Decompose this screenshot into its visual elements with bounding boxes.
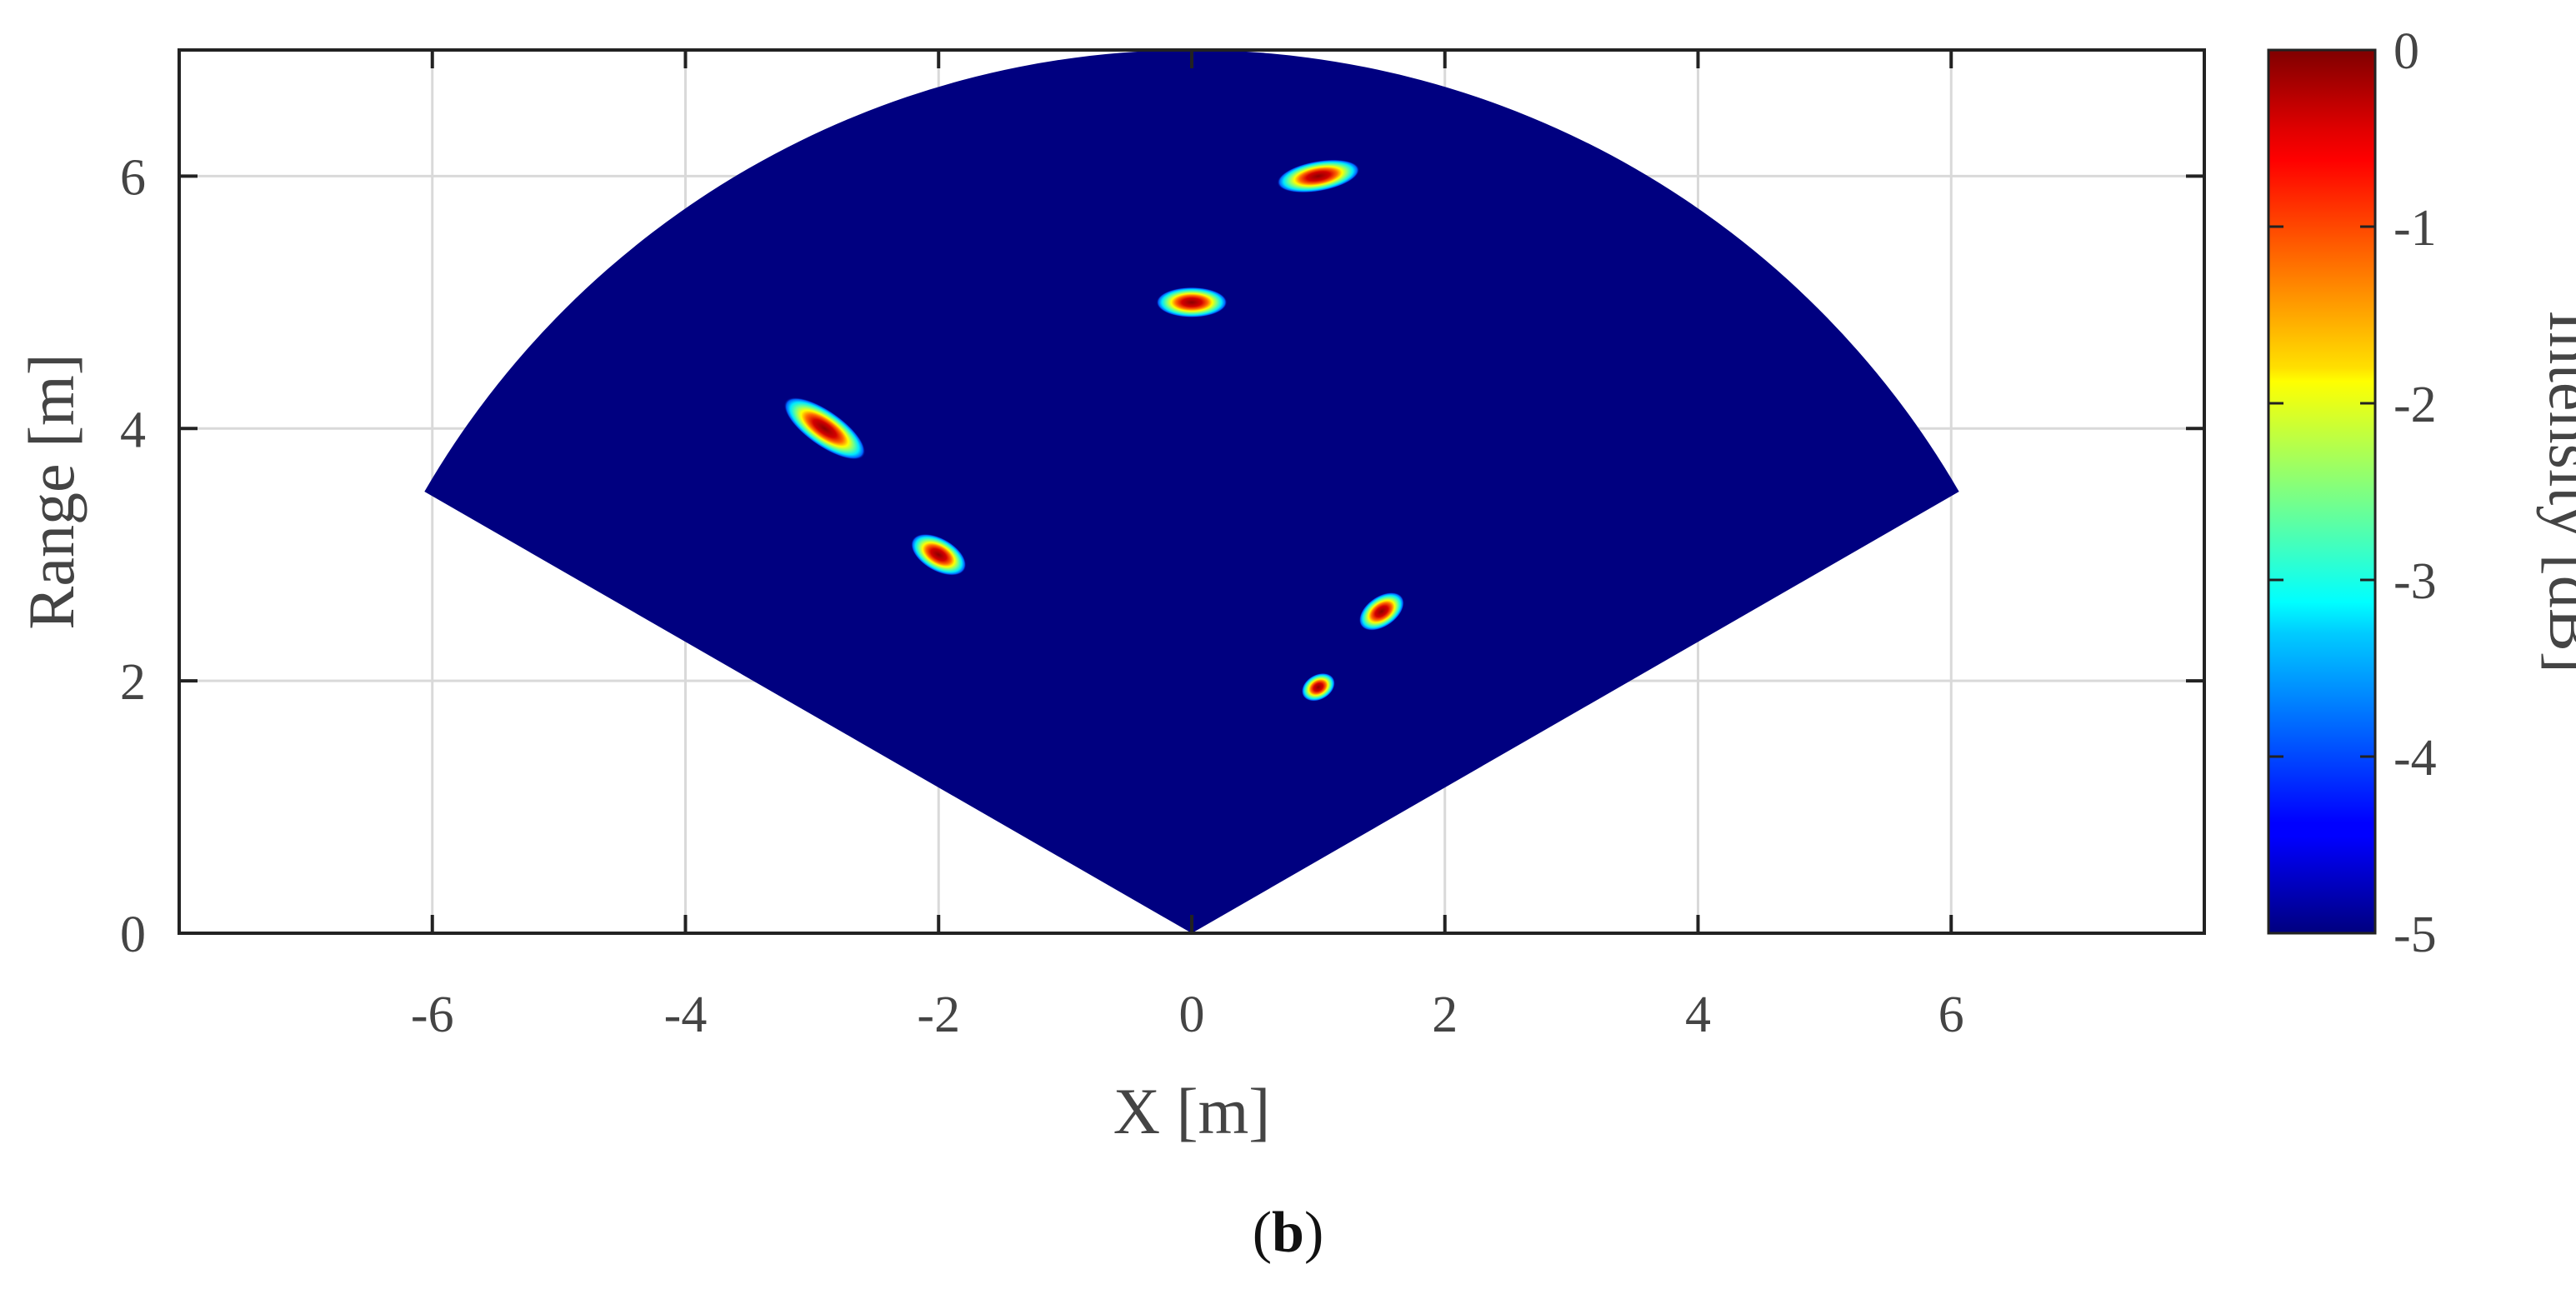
colorbar xyxy=(2267,48,2377,935)
target-blob xyxy=(911,533,967,576)
colorbar-tick-label: -1 xyxy=(2393,200,2437,257)
x-axis-label: X [m] xyxy=(1113,1075,1270,1147)
y-tick-label: 2 xyxy=(120,654,146,711)
y-axis-label: Range [m] xyxy=(15,353,88,629)
x-tick-label: -6 xyxy=(411,987,454,1043)
target-blob xyxy=(1156,287,1228,318)
colorbar-tick-label: -4 xyxy=(2393,730,2437,787)
target-blobs xyxy=(783,159,1404,702)
panel-label-open: ( xyxy=(1252,1201,1273,1265)
colorbar-tick-label: 0 xyxy=(2393,23,2419,80)
target-blob xyxy=(783,397,866,460)
y-tick-label: 0 xyxy=(120,907,146,963)
x-tick-label: -4 xyxy=(664,987,708,1043)
range-fan-area xyxy=(424,50,1959,933)
colorbar-ticks: 0 -1 -2 -3 -4 -5 xyxy=(2268,23,2437,963)
colorbar-label: Intensity [dB] xyxy=(2536,310,2576,672)
x-tick-label: 2 xyxy=(1432,987,1458,1043)
y-tick-label: 6 xyxy=(120,149,146,206)
panel-label: (b) xyxy=(0,1200,2576,1267)
colorbar-tick-label: -2 xyxy=(2393,377,2437,433)
panel-label-close: ) xyxy=(1303,1201,1324,1265)
y-tick-label: 4 xyxy=(120,402,146,458)
x-tick-label: -2 xyxy=(917,987,960,1043)
x-tick-label: 4 xyxy=(1685,987,1711,1043)
colorbar-tick-label: -3 xyxy=(2393,553,2437,610)
panel-label-letter: b xyxy=(1272,1201,1304,1265)
x-tick-label: 0 xyxy=(1179,987,1205,1043)
target-blob xyxy=(1277,159,1360,193)
target-blob xyxy=(1301,672,1335,702)
colorbar-tick-label: -5 xyxy=(2393,907,2437,963)
x-tick-label: 6 xyxy=(1938,987,1964,1043)
axis-ticks: -6 -4 -2 0 2 4 6 0 2 4 6 xyxy=(120,50,2204,1043)
target-blob xyxy=(1358,592,1404,631)
